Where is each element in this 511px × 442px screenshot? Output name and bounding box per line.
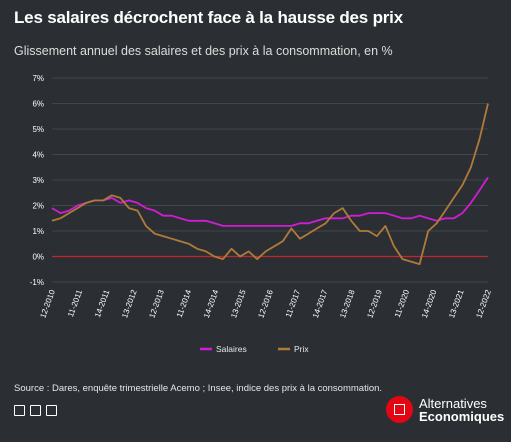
x-tick-label: 14-2011 [93,288,111,319]
square-icon[interactable] [30,405,41,416]
y-tick-label: 5% [32,125,44,134]
y-tick-label: 2% [32,202,44,211]
line-chart: -1% 0% 1% 2% 3% 4% 5% 6% 7% 12-2010 11-2011 14-201… [30,74,493,354]
x-tick-label: 11-2020 [393,288,411,319]
y-tick-label: 1% [32,227,44,236]
alternatives-economiques-logo-icon [386,396,413,423]
x-tick-label: 12-2010 [38,288,57,319]
square-icon[interactable] [14,405,25,416]
series-line-salaires [51,176,489,227]
x-tick-label: 14-2020 [420,288,439,319]
y-tick-label: 7% [32,74,44,83]
brand-logo: Alternatives Economiques [386,396,504,423]
x-tick-label: 13-2018 [338,288,357,319]
chart-title: Les salaires décrochent face à la hausse… [14,8,403,27]
x-tick-label: 12-2019 [365,288,384,319]
x-tick-label: 11-2017 [284,288,302,319]
x-tick-label: 11-2011 [66,288,84,318]
legend-label: Salaires [216,344,247,354]
square-icon[interactable] [46,405,57,416]
y-tick-label: -1% [30,278,44,287]
y-tick-label: 0% [32,253,44,262]
x-tick-label: 12-2022 [474,288,493,319]
x-tick-label: 13-2021 [447,288,466,319]
x-tick-label: 13-2012 [120,288,139,319]
x-tick-label: 13-2015 [229,288,248,319]
y-tick-label: 6% [32,100,44,109]
y-tick-label: 4% [32,151,44,160]
x-tick-label: 11-2014 [175,288,193,319]
grid [52,77,488,283]
brand-name-line1: Alternatives [419,395,487,411]
source-note: Source : Dares, enquête trimestrielle Ac… [14,383,383,394]
legend: Salaires Prix [200,344,309,354]
y-tick-label: 3% [32,176,44,185]
brand-name-line2: Economiques [419,408,505,424]
x-axis-ticks: 12-2010 11-2011 14-2011 13-2012 12-2013 11-20… [38,288,493,319]
share-icons[interactable] [14,405,57,416]
chart-subtitle: Glissement annuel des salaires et des pr… [14,44,393,58]
x-tick-label: 14-2017 [311,288,330,319]
series-line-prix [51,103,489,266]
y-axis-ticks: -1% 0% 1% 2% 3% 4% 5% 6% 7% [30,74,44,287]
x-tick-label: 14-2014 [202,288,221,319]
legend-label: Prix [294,344,309,354]
x-tick-label: 12-2016 [256,288,275,319]
series-lines [51,103,489,266]
x-tick-label: 12-2013 [147,288,166,319]
